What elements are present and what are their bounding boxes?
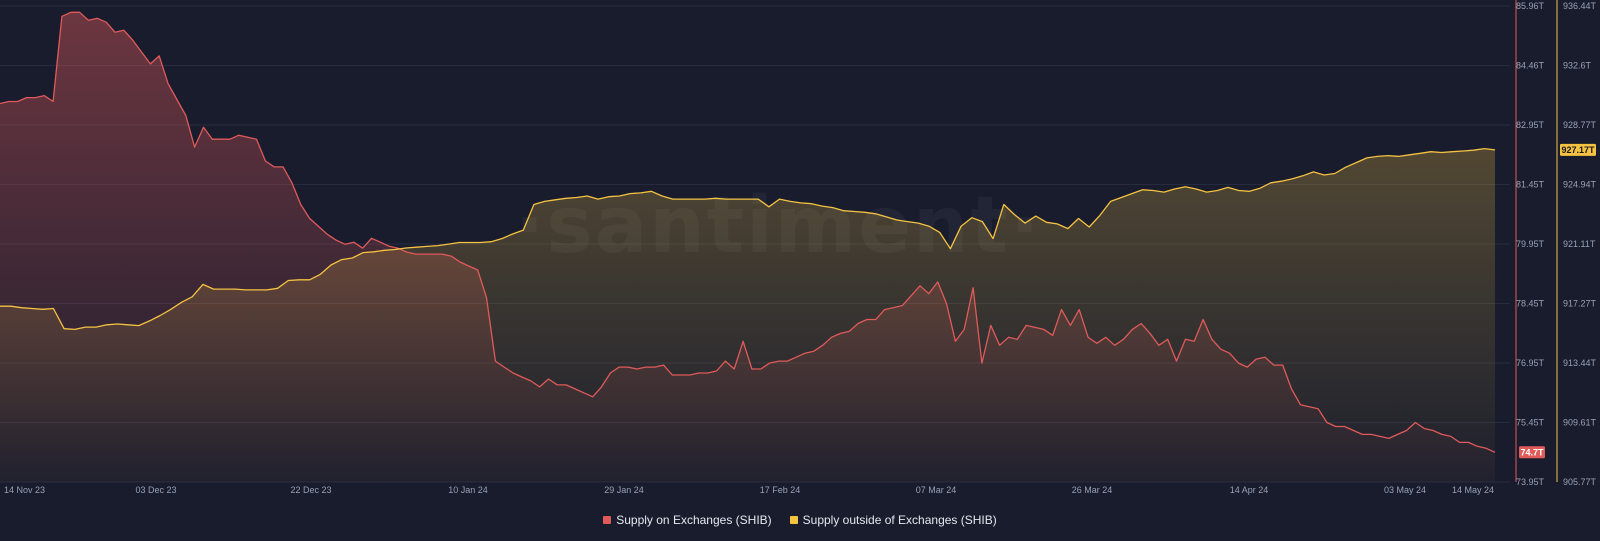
badge-value: 74.7T: [1520, 447, 1544, 457]
left-axis-tick: 82.95T: [1516, 120, 1545, 130]
badge-value: 927.17T: [1561, 145, 1595, 155]
legend-item-supply-on-exchanges[interactable]: Supply on Exchanges (SHIB): [603, 513, 772, 527]
right-axis-tick: 909.61T: [1563, 418, 1597, 428]
left-axis-tick: 78.45T: [1516, 299, 1545, 309]
right-axis-tick: 932.6T: [1563, 61, 1592, 71]
left-axis-tick: 81.45T: [1516, 180, 1545, 190]
left-axis-tick: 85.96T: [1516, 1, 1545, 11]
legend-swatch-yellow: [789, 516, 798, 524]
legend-item-supply-outside-exchanges[interactable]: Supply outside of Exchanges (SHIB): [789, 513, 997, 527]
right-axis-tick: 924.94T: [1563, 180, 1597, 190]
legend-swatch-red: [603, 516, 612, 524]
left-axis-tick: 75.45T: [1516, 418, 1545, 428]
right-axis-tick: 905.77T: [1563, 477, 1597, 487]
last-value-badge-1: 927.17T: [1560, 143, 1596, 156]
x-axis-tick: 14 May 24: [1452, 485, 1494, 495]
series-areas: [0, 12, 1495, 483]
x-axis-tick: 17 Feb 24: [760, 485, 801, 495]
x-axis-tick: 03 May 24: [1384, 485, 1426, 495]
left-axis-tick: 84.46T: [1516, 61, 1545, 71]
right-axis-tick: 936.44T: [1563, 1, 1597, 11]
x-axis-tick: 14 Apr 24: [1230, 485, 1269, 495]
series-line-0[interactable]: [0, 11, 1496, 453]
right-axis-tick: 917.27T: [1563, 299, 1597, 309]
left-axis-tick: 79.95T: [1516, 239, 1545, 249]
right-axis-tick: 913.44T: [1563, 358, 1597, 368]
last-value-badge-0: 74.7T: [1519, 446, 1545, 459]
x-axis-tick: 07 Mar 24: [916, 485, 957, 495]
x-axis-tick: 29 Jan 24: [604, 485, 644, 495]
x-axis-tick: 22 Dec 23: [290, 485, 331, 495]
left-axis-tick: 76.95T: [1516, 358, 1545, 368]
series-area-1: [0, 148, 1495, 482]
x-axis-tick: 10 Jan 24: [448, 485, 488, 495]
x-axis-tick: 26 Mar 24: [1072, 485, 1113, 495]
x-axis-labels: 14 Nov 23 03 Dec 23 22 Dec 23 10 Jan 24 29 J…: [4, 485, 1494, 495]
legend-label: Supply outside of Exchanges (SHIB): [802, 513, 997, 527]
x-axis-tick: 03 Dec 23: [135, 485, 176, 495]
left-axis-tick: 73.95T: [1516, 477, 1545, 487]
legend: Supply on Exchanges (SHIB) Supply outsid…: [0, 513, 1600, 527]
x-axis-tick: 14 Nov 23: [4, 485, 45, 495]
badge-background: [1560, 143, 1596, 156]
series-line-1[interactable]: [0, 147, 1496, 331]
badge-background: [1519, 446, 1545, 459]
last-value-badges: 74.7T 927.17T: [1519, 143, 1596, 459]
series-lines: [0, 11, 1496, 453]
legend-label: Supply on Exchanges (SHIB): [616, 513, 772, 527]
right-axis-tick: 921.11T: [1563, 239, 1596, 249]
right-axis-tick: 928.77T: [1563, 120, 1597, 130]
axes: 85.96T 936.44T 84.46T 932.6T 82.95T 928.77T 81…: [1515, 0, 1597, 487]
